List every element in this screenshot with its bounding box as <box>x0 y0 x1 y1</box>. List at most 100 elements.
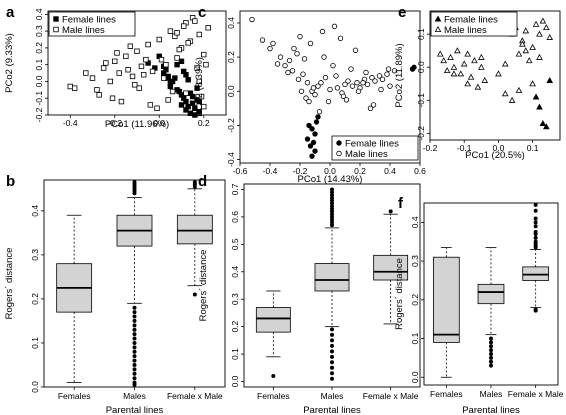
series-1-points <box>249 16 398 115</box>
outlier-point <box>132 310 137 315</box>
data-point <box>536 30 543 37</box>
data-point <box>515 50 523 57</box>
panel-letter: d <box>198 173 207 190</box>
outlier-point <box>192 292 197 297</box>
data-point <box>192 105 198 111</box>
data-point <box>364 81 371 88</box>
legend-marker <box>53 16 59 22</box>
legend-entry-label: Male lines <box>345 149 388 160</box>
category-label: Female x Male <box>363 391 419 401</box>
data-point <box>539 17 547 24</box>
outlier-point <box>132 371 137 376</box>
outlier-point <box>330 187 334 192</box>
data-point <box>477 53 485 60</box>
data-point <box>134 48 140 54</box>
x-axis-label: Parental lines <box>106 405 164 415</box>
data-point <box>123 53 129 59</box>
data-point <box>289 68 296 74</box>
outlier-point <box>533 208 538 213</box>
outlier-point <box>132 380 137 385</box>
y-tick-label: 0.1 <box>416 28 426 40</box>
y-axis-label: PCo2 (9.33%) <box>4 33 15 93</box>
outlier-point <box>330 327 334 332</box>
data-point <box>301 56 308 62</box>
data-point <box>176 46 182 53</box>
data-point <box>546 33 554 40</box>
data-point <box>464 80 471 87</box>
x-tick-label: -0.2 <box>423 143 438 153</box>
data-point <box>307 40 314 47</box>
data-point <box>310 85 317 91</box>
boxplot-panel-f: 0.0 0.1 0.2 0.3 0.4 Parental lines Rogers´ dis… <box>394 202 564 415</box>
data-point <box>156 36 162 43</box>
data-point <box>192 18 198 24</box>
data-point <box>536 53 543 60</box>
interquartile-box <box>522 266 550 281</box>
outlier-point <box>330 201 334 206</box>
data-point <box>312 91 318 98</box>
data-point <box>387 83 393 89</box>
x-tick-label: -0.6 <box>233 166 248 176</box>
outlier-point <box>132 327 137 332</box>
y-tick-label: 0.3 <box>410 255 420 267</box>
x-tick-label: 0.1 <box>527 143 539 153</box>
outlier-point <box>533 230 538 235</box>
data-point <box>376 73 383 79</box>
data-point <box>185 77 191 83</box>
data-point <box>312 131 318 137</box>
x-tick-label: 0.6 <box>414 166 426 176</box>
panel-letter: a <box>6 4 15 21</box>
y-tick-label: 0.4 <box>410 216 420 228</box>
box: Female x Male <box>167 180 223 401</box>
data-point <box>109 95 116 101</box>
outlier-point <box>489 336 493 341</box>
interquartile-box <box>255 307 291 333</box>
x-tick-label: -0.2 <box>107 118 122 128</box>
outlier-point <box>330 376 334 381</box>
interquartile-box <box>314 263 350 292</box>
data-point <box>457 70 465 77</box>
y-axis-label: PCo2 (11.89%) <box>394 43 405 107</box>
x-axis-label: Parental lines <box>462 405 520 415</box>
y-tick-label: 0.2 <box>30 293 40 305</box>
data-point <box>460 60 468 67</box>
y-tick-label: 0.0 <box>226 85 236 97</box>
data-point <box>536 103 543 110</box>
data-point <box>185 40 191 46</box>
data-point <box>72 85 78 91</box>
data-point <box>187 110 194 117</box>
data-point <box>154 105 160 111</box>
data-point <box>286 57 293 64</box>
data-point <box>370 102 377 108</box>
data-point <box>352 47 359 53</box>
x-tick-label: 0.2 <box>354 166 366 176</box>
y-tick-label: 0.6 <box>230 211 240 223</box>
x-tick-label: -0.4 <box>263 166 278 176</box>
legend-box <box>430 11 518 37</box>
data-point <box>340 93 347 100</box>
data-point <box>291 45 297 52</box>
outlier-point <box>330 365 334 370</box>
data-point <box>391 68 398 74</box>
data-point <box>297 33 303 40</box>
data-point <box>385 66 392 72</box>
data-point <box>169 88 176 95</box>
data-point <box>198 93 205 100</box>
data-point <box>471 57 478 64</box>
data-point <box>315 114 321 120</box>
data-point <box>313 119 320 125</box>
data-point <box>298 88 305 94</box>
panel-letter: c <box>198 4 206 21</box>
data-point <box>163 61 169 68</box>
outlier-point <box>132 358 137 363</box>
x-tick-label: 0.2 <box>198 118 210 128</box>
outlier-point <box>330 212 334 217</box>
y-tick-label: -0.1 <box>416 93 426 108</box>
data-point <box>321 54 327 60</box>
outlier-point <box>330 190 334 195</box>
outlier-point <box>330 203 334 208</box>
data-point <box>331 23 338 30</box>
outlier-point <box>489 359 493 364</box>
data-point <box>89 75 96 81</box>
data-point <box>464 50 471 57</box>
